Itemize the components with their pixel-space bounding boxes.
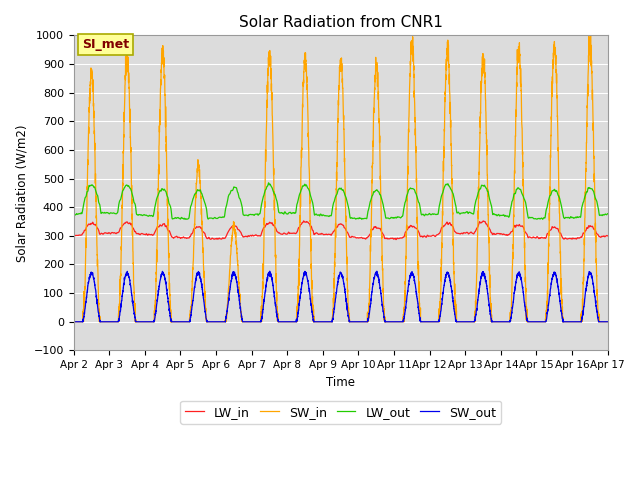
SW_in: [604, 319, 612, 324]
LW_in: [460, 230, 468, 236]
SW_out: [166, 309, 173, 315]
LW_out: [321, 213, 328, 219]
LW_out: [604, 211, 612, 216]
SW_in: [321, 319, 328, 324]
SW_out: [431, 319, 438, 324]
LW_in: [604, 233, 612, 239]
SW_in: [460, 319, 468, 324]
SW_in: [70, 319, 77, 324]
SW_out: [321, 319, 328, 324]
SW_in: [166, 282, 173, 288]
LW_out: [431, 211, 438, 217]
LW_in: [70, 233, 77, 239]
Line: LW_in: LW_in: [74, 221, 608, 240]
Legend: LW_in, SW_in, LW_out, SW_out: LW_in, SW_in, LW_out, SW_out: [180, 401, 501, 424]
Y-axis label: Solar Radiation (W/m2): Solar Radiation (W/m2): [15, 124, 28, 262]
LW_out: [181, 216, 189, 222]
SW_in: [587, 31, 595, 37]
LW_out: [70, 213, 77, 218]
SW_out: [491, 319, 499, 324]
LW_out: [491, 212, 499, 217]
Line: SW_out: SW_out: [74, 271, 608, 322]
SW_in: [604, 319, 611, 324]
SW_in: [491, 319, 499, 324]
LW_in: [491, 231, 499, 237]
SW_out: [604, 319, 611, 324]
LW_in: [166, 228, 173, 234]
LW_in: [604, 233, 611, 239]
Text: SI_met: SI_met: [82, 38, 129, 51]
LW_out: [604, 211, 611, 217]
LW_out: [265, 180, 273, 186]
LW_out: [166, 202, 173, 207]
LW_in: [479, 218, 487, 224]
Line: SW_in: SW_in: [74, 34, 608, 322]
LW_in: [392, 237, 400, 242]
SW_out: [460, 319, 468, 324]
X-axis label: Time: Time: [326, 376, 355, 389]
SW_in: [431, 319, 438, 324]
LW_in: [431, 233, 438, 239]
SW_out: [604, 319, 612, 324]
Line: LW_out: LW_out: [74, 183, 608, 219]
LW_in: [321, 232, 328, 238]
LW_out: [461, 210, 468, 216]
Title: Solar Radiation from CNR1: Solar Radiation from CNR1: [239, 15, 443, 30]
SW_out: [373, 268, 381, 274]
SW_out: [70, 319, 77, 324]
